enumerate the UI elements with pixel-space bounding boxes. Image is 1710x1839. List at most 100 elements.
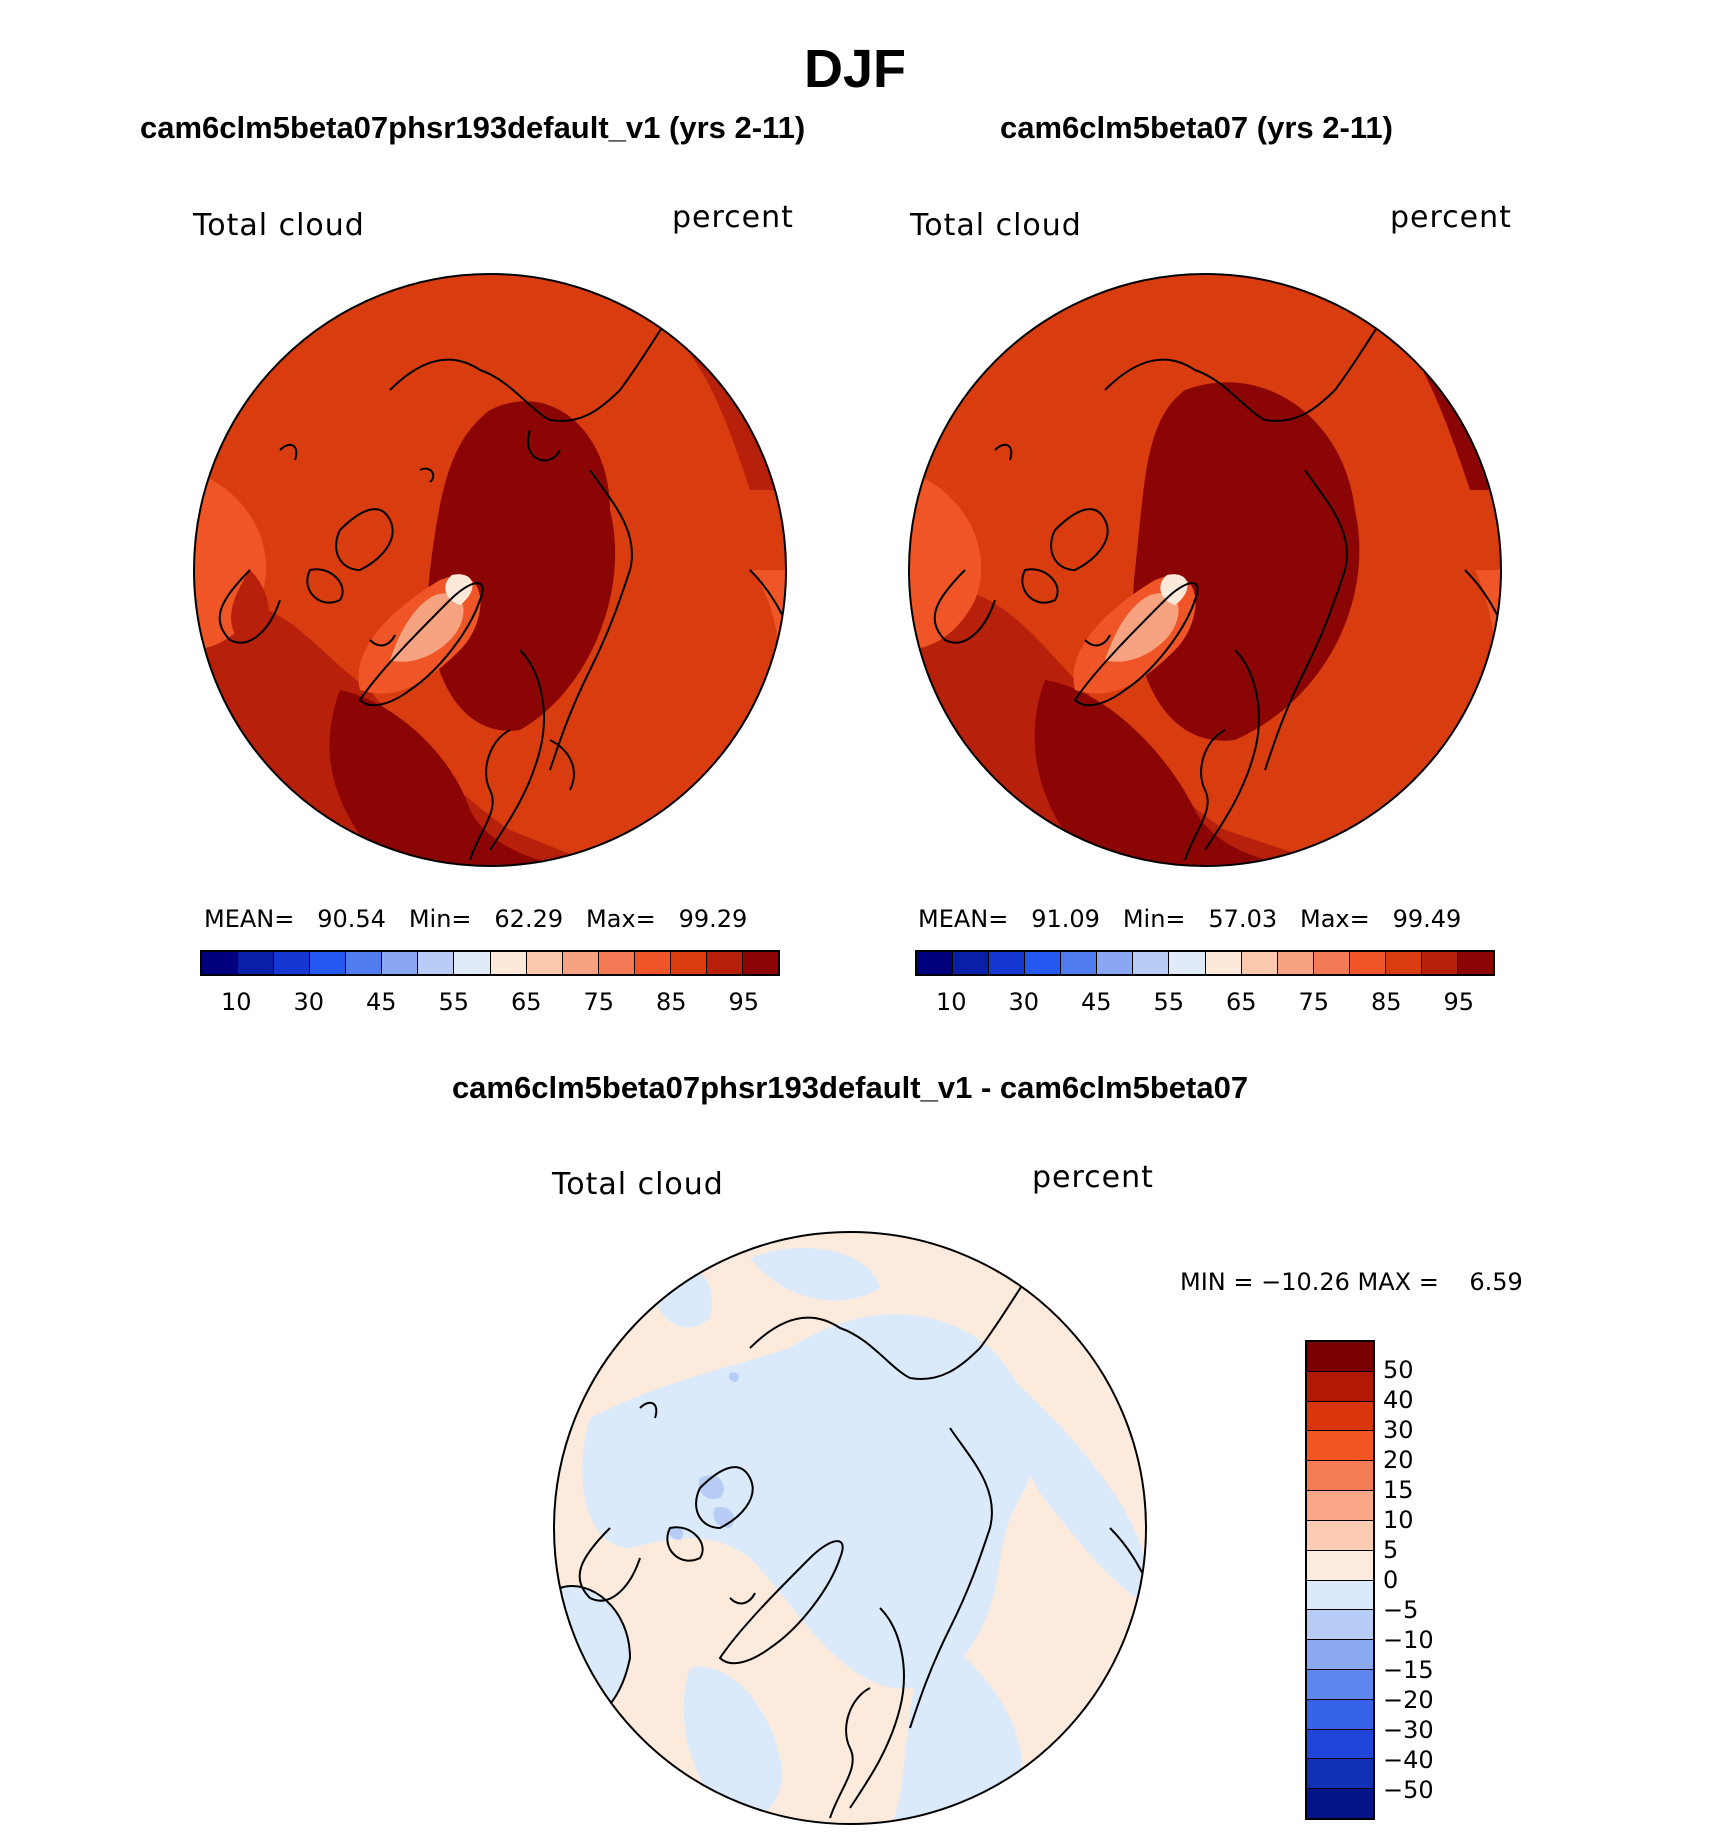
panel2-title: cam6clm5beta07 (yrs 2-11) [1000,110,1393,145]
colorbar-swatch [274,952,311,974]
colorbar-swatch [1313,952,1350,974]
colorbar-swatch [634,952,671,974]
colorbar-tick-label: 65 [510,988,542,1016]
colorbar-tick-label: 10 [220,988,252,1016]
colorbar-tick-label: 10 [935,988,967,1016]
diff-colorbar-swatch [1307,1640,1373,1670]
panel2-stats: MEAN= 91.09 Min= 57.03 Max= 99.49 [918,905,1462,933]
diff-colorbar-swatch [1307,1729,1373,1760]
diff-colorbar [1305,1340,1375,1820]
colorbar-swatch [1097,952,1134,974]
diff-colorbar-swatch [1307,1610,1373,1641]
colorbar-swatch [989,952,1026,974]
colorbar-swatch [1205,952,1242,974]
colorbar-tick-label: 45 [365,988,397,1016]
colorbar-swatch [346,952,383,974]
colorbar-swatch [1421,952,1458,974]
diff-colorbar-swatch [1307,1699,1373,1730]
diff-colorbar-swatch [1307,1520,1373,1551]
colorbar-swatch [382,952,419,974]
figure-title: DJF [803,39,906,99]
colorbar-tick-label: 95 [728,988,760,1016]
diff-colorbar-label: −40 [1383,1746,1434,1774]
colorbar-swatch [1169,952,1206,974]
colorbar-swatch [1133,952,1170,974]
colorbar-swatch [1277,952,1314,974]
diff-colorbar-label: −10 [1383,1626,1434,1654]
colorbar-swatch [1385,952,1422,974]
diff-colorbar-swatch [1307,1669,1373,1700]
colorbar-tick-label: 85 [655,988,687,1016]
panel2-field-label: Total cloud [910,208,1082,243]
diff-colorbar-label: 40 [1383,1386,1414,1414]
panel2-colorbar-ticks: 10 30 45 55 65 75 85 95 [915,988,1495,1018]
colorbar-swatch [1241,952,1278,974]
diff-colorbar-swatch [1307,1371,1373,1402]
diff-colorbar-label: 15 [1383,1476,1414,1504]
diff-colorbar-label: 5 [1383,1536,1399,1564]
diff-colorbar-label: −20 [1383,1686,1434,1714]
panel1-units: percent [672,200,794,235]
colorbar-swatch [418,952,455,974]
panel1-field-label: Total cloud [193,208,365,243]
colorbar-tick-label: 95 [1443,988,1475,1016]
diff-colorbar-label: 30 [1383,1416,1414,1444]
diff-colorbar-swatch [1307,1491,1373,1521]
colorbar-swatch [310,952,347,974]
colorbar-swatch [526,952,563,974]
diff-colorbar-swatch [1307,1789,1373,1818]
diff-colorbar-label: 50 [1383,1356,1414,1384]
colorbar-swatch [917,952,954,974]
diff-minmax: MIN = −10.26 MAX = 6.59 [1180,1268,1523,1296]
colorbar-swatch [202,952,239,974]
diff-colorbar-swatch [1307,1759,1373,1790]
panel1-colorbar [200,950,780,976]
diff-colorbar-label: −30 [1383,1716,1434,1744]
diff-colorbar-swatch [1307,1401,1373,1432]
panel1-title: cam6clm5beta07phsr193default_v1 (yrs 2-1… [140,110,806,145]
panel1-colorbar-ticks: 10 30 45 55 65 75 85 95 [200,988,780,1018]
diff-title: cam6clm5beta07phsr193default_v1 - cam6cl… [451,1070,1249,1105]
diff-field-label: Total cloud [552,1167,724,1202]
diff-colorbar-swatch [1307,1580,1373,1611]
diff-colorbar-label: −5 [1383,1596,1419,1624]
colorbar-swatch [706,952,743,974]
colorbar-tick-label: 75 [583,988,615,1016]
colorbar-tick-label: 75 [1298,988,1330,1016]
diff-map [553,1231,1147,1825]
colorbar-swatch [238,952,275,974]
colorbar-tick-label: 65 [1225,988,1257,1016]
diff-colorbar-swatch [1307,1550,1373,1581]
diff-units: percent [1032,1160,1154,1195]
colorbar-swatch [562,952,599,974]
colorbar-tick-label: 55 [438,988,470,1016]
colorbar-tick-label: 45 [1080,988,1112,1016]
panel1-stats: MEAN= 90.54 Min= 62.29 Max= 99.29 [204,905,748,933]
colorbar-swatch [454,952,491,974]
panel2-units: percent [1390,200,1512,235]
diff-colorbar-swatch [1307,1342,1373,1372]
panel2-colorbar [915,950,1495,976]
colorbar-swatch [490,952,527,974]
colorbar-tick-label: 30 [1008,988,1040,1016]
colorbar-tick-label: 30 [293,988,325,1016]
diff-colorbar-label: 0 [1383,1566,1399,1594]
diff-colorbar-label: −50 [1383,1776,1434,1804]
diff-colorbar-labels: 50 40 30 20 15 10 5 0 −5 −10 −15 −20 −30 −40 −50 [1383,1340,1483,1820]
colorbar-swatch [1061,952,1098,974]
colorbar-swatch [1025,952,1062,974]
diff-colorbar-swatch [1307,1431,1373,1462]
panel1-map [193,273,787,867]
colorbar-swatch [1349,952,1386,974]
colorbar-tick-label: 55 [1153,988,1185,1016]
diff-colorbar-label: 20 [1383,1446,1414,1474]
colorbar-swatch [953,952,990,974]
colorbar-tick-label: 85 [1370,988,1402,1016]
diff-colorbar-swatch [1307,1461,1373,1492]
panel2-map [908,273,1502,867]
diff-colorbar-label: 10 [1383,1506,1414,1534]
colorbar-swatch [1457,952,1493,974]
colorbar-swatch [598,952,635,974]
diff-colorbar-label: −15 [1383,1656,1434,1684]
colorbar-swatch [670,952,707,974]
